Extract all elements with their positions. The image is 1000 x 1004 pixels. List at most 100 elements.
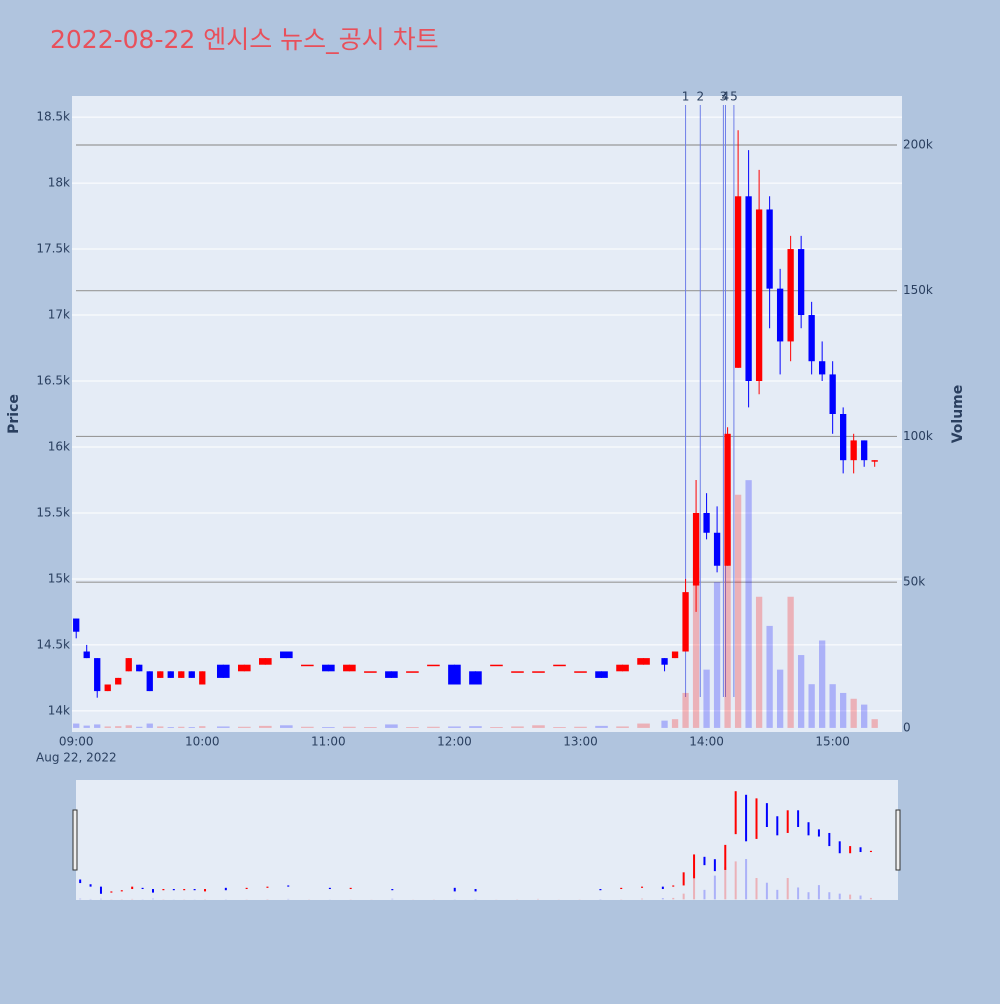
volume-bar [840, 692, 847, 728]
volume-bar [595, 725, 608, 728]
volume-bar [553, 727, 566, 728]
y-tick-label: 15.5k [36, 505, 70, 519]
y-tick-label: 14.5k [36, 637, 70, 651]
candle-body [385, 671, 398, 678]
candle-body [238, 664, 251, 672]
y2-tick-label: 150k [903, 283, 933, 297]
volume-bar [745, 480, 752, 728]
candle-body [703, 512, 710, 533]
y-tick-label: 15k [48, 571, 70, 585]
x-tick-label: 13:00 [563, 735, 598, 749]
candle-body [167, 671, 174, 678]
volume-bar [616, 726, 629, 728]
volume-bar [850, 698, 857, 728]
candle-body [511, 671, 524, 673]
y-tick-label: 18k [48, 176, 70, 190]
candle-body [364, 671, 377, 673]
volume-bar [146, 723, 153, 728]
y-tick-label: 18.5k [36, 110, 70, 124]
y2-tick-label: 0 [903, 720, 911, 734]
volume-bar [797, 655, 805, 728]
candle-body [125, 658, 132, 672]
candle-body [280, 651, 293, 659]
candle-body [713, 532, 721, 566]
volume-bar [125, 725, 132, 728]
volume-bar [755, 596, 763, 728]
chart-title: 2022-08-22 엔시스 뉴스_공시 차트 [50, 25, 439, 54]
volume-bar [280, 725, 293, 728]
volume-bar [448, 726, 461, 728]
volume-bar [861, 704, 868, 728]
volume-bar [178, 726, 185, 728]
candle-body [178, 671, 185, 678]
y2-axis-title: Volume [950, 385, 966, 444]
volume-bar [322, 727, 335, 728]
candle-body [787, 249, 794, 342]
candle-body [797, 249, 805, 316]
candle-body [104, 684, 111, 692]
volume-bar [574, 726, 587, 728]
y2-tick-label: 100k [903, 429, 933, 443]
candle-body [861, 440, 868, 461]
volume-bar [73, 723, 80, 728]
candle-body [616, 664, 629, 672]
volume-bar [829, 684, 836, 728]
candle-body [682, 592, 689, 652]
volume-bar [766, 625, 773, 728]
candle-body [734, 196, 742, 368]
y-tick-label: 17k [48, 308, 70, 322]
y-tick-label: 17.5k [36, 242, 70, 256]
candle-body [322, 664, 335, 672]
volume-bar [301, 726, 314, 728]
candle-body [406, 671, 419, 673]
y-tick-label: 16k [48, 439, 70, 453]
candle-body [776, 288, 784, 342]
candle-body [724, 433, 731, 566]
candle-body [188, 671, 195, 678]
slider-handle[interactable] [895, 809, 901, 871]
candle-body [766, 209, 773, 289]
slider-handle[interactable] [72, 809, 78, 871]
y2-tick-label: 200k [903, 137, 933, 151]
volume-bar [385, 724, 398, 728]
candle-body [871, 460, 878, 462]
x-tick-label: 15:00 [815, 735, 850, 749]
volume-bar [661, 720, 668, 728]
volume-bar [808, 684, 815, 728]
candle-body [574, 671, 587, 673]
candle-body [490, 664, 503, 667]
volume-bar [734, 494, 742, 728]
x-date-label: Aug 22, 2022 [36, 751, 117, 765]
volume-bar [724, 529, 731, 728]
y-tick-label: 14k [48, 703, 70, 717]
event-label: 4 [722, 90, 730, 104]
volume-bar [713, 582, 721, 728]
volume-bar [682, 692, 689, 728]
volume-bar [238, 726, 251, 728]
volume-bar [364, 727, 377, 728]
volume-bar [819, 640, 826, 728]
volume-bar [871, 719, 878, 728]
volume-bar [427, 726, 440, 728]
candle-body [73, 618, 80, 632]
candle-body [692, 512, 700, 586]
y-axis-title: Price [6, 394, 22, 434]
volume-bar [490, 727, 503, 728]
candle-body [553, 664, 566, 667]
volume-bar [406, 727, 419, 728]
volume-bar [692, 567, 700, 728]
candle-body [448, 664, 461, 685]
x-tick-label: 14:00 [689, 735, 724, 749]
candle-body [808, 315, 815, 362]
y2-tick-label: 50k [903, 575, 925, 589]
volume-bar [469, 726, 482, 728]
volume-bar [216, 726, 230, 728]
x-tick-label: 10:00 [185, 735, 220, 749]
candle-body [146, 671, 153, 692]
candle-body [216, 664, 230, 678]
candle-body [259, 658, 272, 665]
candle-body [115, 677, 122, 685]
range-slider[interactable] [76, 780, 898, 900]
candle-body [301, 664, 314, 667]
volume-bar [671, 719, 679, 728]
